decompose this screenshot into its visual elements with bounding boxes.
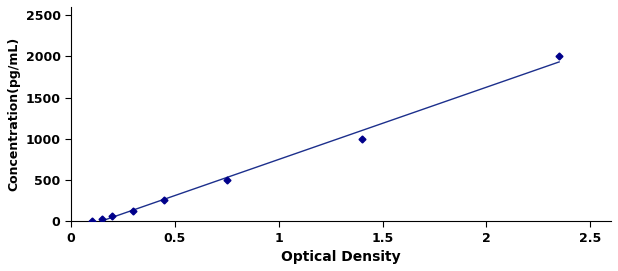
X-axis label: Optical Density: Optical Density xyxy=(281,250,401,264)
Y-axis label: Concentration(pg/mL): Concentration(pg/mL) xyxy=(7,37,20,191)
